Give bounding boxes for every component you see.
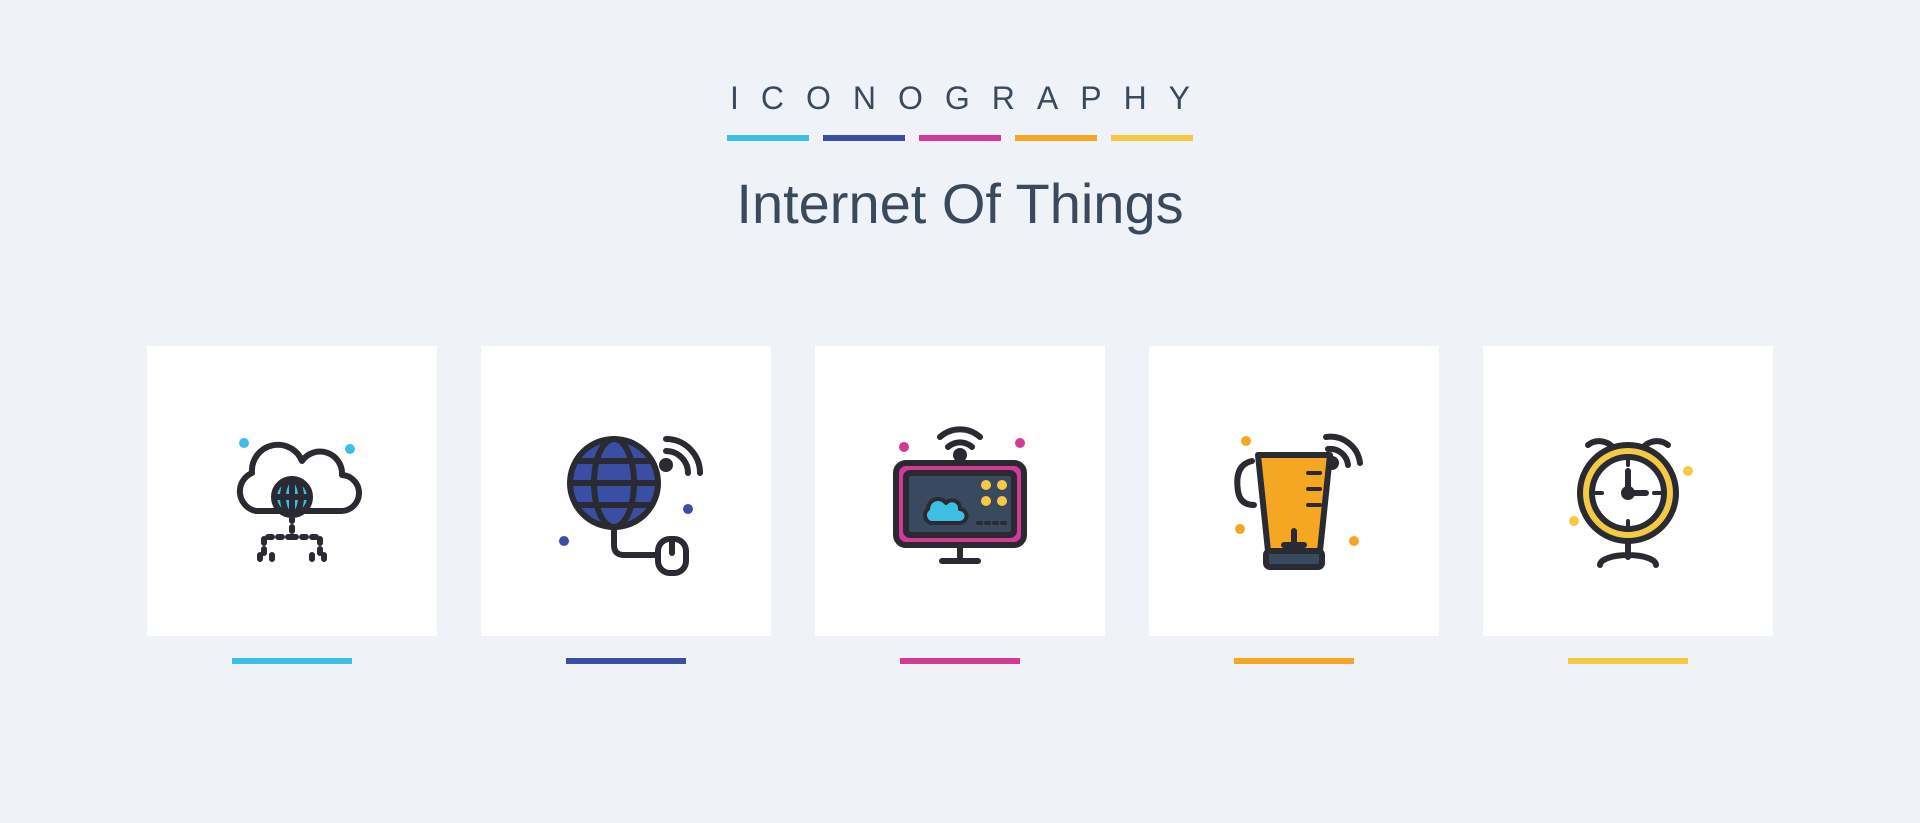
color-seg-4 (1015, 135, 1097, 141)
icon-tile-3 (815, 346, 1105, 636)
icon-cell-4 (1149, 346, 1439, 664)
pack-title: Internet Of Things (736, 171, 1183, 236)
color-seg-1 (727, 135, 809, 141)
icon-cell-5 (1483, 346, 1773, 664)
brand-label: ICONOGRAPHY (708, 80, 1212, 117)
icon-tile-1 (147, 346, 437, 636)
icon-cell-3 (815, 346, 1105, 664)
icon-tile-5 (1483, 346, 1773, 636)
icon-cell-2 (481, 346, 771, 664)
icon-tile-2 (481, 346, 771, 636)
color-seg-5 (1111, 135, 1193, 141)
underline-3 (900, 658, 1020, 664)
icon-cell-1 (147, 346, 437, 664)
icon-tile-4 (1149, 346, 1439, 636)
underline-5 (1568, 658, 1688, 664)
globe-wifi-icon (536, 401, 716, 581)
alarm-clock-icon (1538, 401, 1718, 581)
cloud-network-icon (202, 401, 382, 581)
header: ICONOGRAPHY Internet Of Things (708, 80, 1212, 236)
color-bar (727, 135, 1193, 141)
smart-tv-icon (870, 401, 1050, 581)
underline-4 (1234, 658, 1354, 664)
smart-blender-icon (1204, 401, 1384, 581)
underline-2 (566, 658, 686, 664)
underline-1 (232, 658, 352, 664)
icon-row (147, 346, 1773, 664)
color-seg-3 (919, 135, 1001, 141)
color-seg-2 (823, 135, 905, 141)
